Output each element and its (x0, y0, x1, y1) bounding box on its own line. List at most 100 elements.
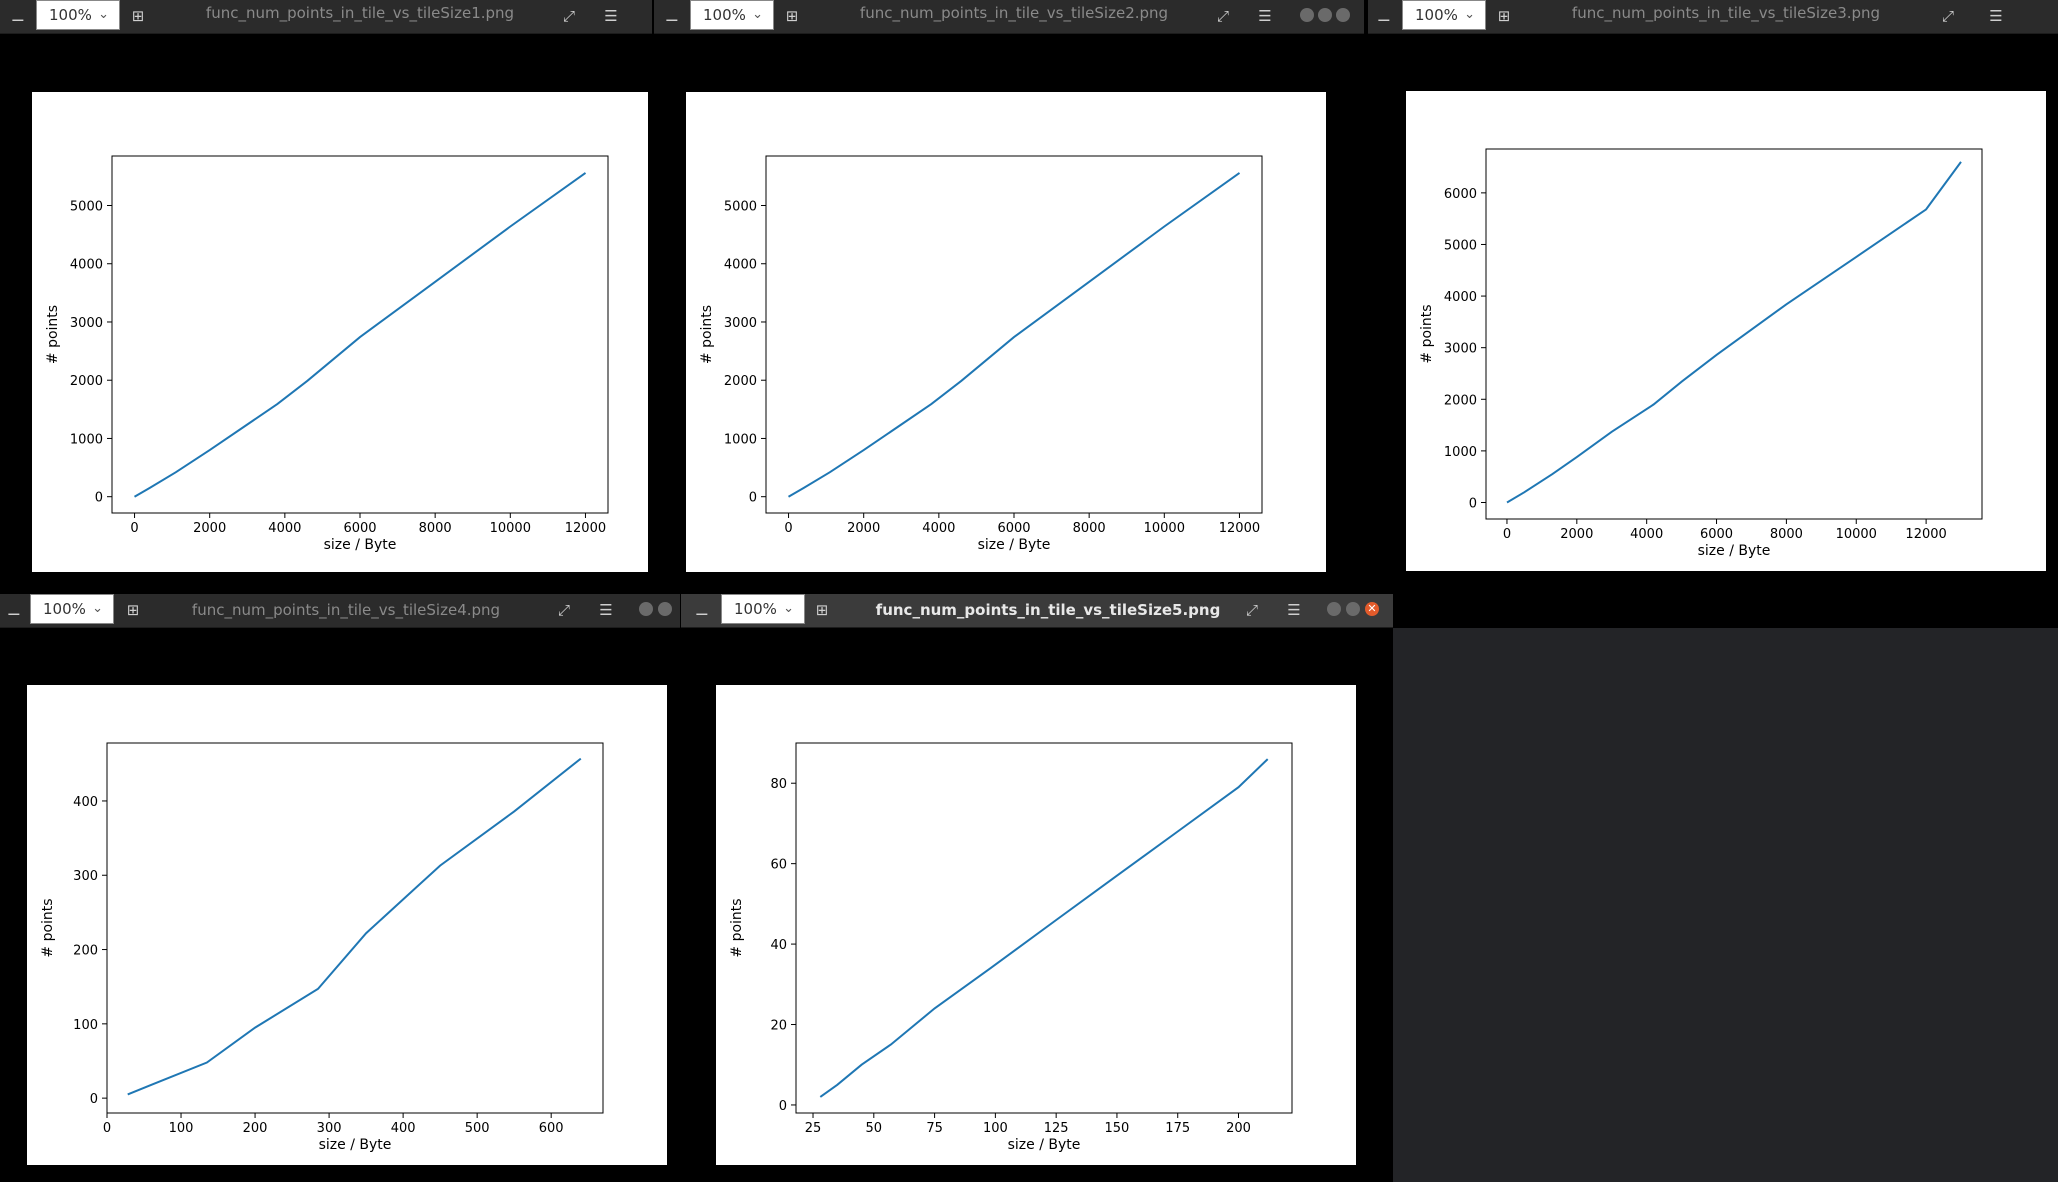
window-title: func_num_points_in_tile_vs_tileSize1.png (205, 4, 515, 22)
x-axis-label: size / Byte (978, 537, 1051, 553)
image-viewer-window-4[interactable]: ⚊ 100% ⌄ ⊞ func_num_points_in_tile_vs_ti… (0, 594, 680, 1182)
x-tick-label: 8000 (1770, 527, 1803, 542)
x-tick-label: 10000 (490, 521, 531, 536)
x-tick-label: 10000 (1144, 521, 1185, 536)
window-titlebar[interactable]: ⚊ 100% ⌄ ⊞ func_num_points_in_tile_vs_ti… (1368, 0, 2058, 34)
x-tick-label: 500 (465, 1121, 490, 1136)
fullscreen-expand-icon[interactable]: ⤢ (1216, 7, 1229, 25)
minimize-icon[interactable] (1327, 602, 1341, 616)
x-tick-label: 0 (130, 521, 138, 536)
zoom-in-button[interactable]: ⊞ (1497, 7, 1511, 25)
y-axis-label: # points (45, 305, 61, 364)
y-tick-label: 4000 (724, 258, 757, 273)
chevron-down-icon: ⌄ (92, 601, 103, 616)
x-tick-label: 6000 (997, 521, 1030, 536)
zoom-out-button[interactable]: ⚊ (695, 601, 709, 619)
zoom-level-select[interactable]: 100% ⌄ (36, 0, 120, 30)
x-tick-label: 125 (1044, 1121, 1069, 1136)
image-viewer-window-1[interactable]: ⚊ 100% ⌄ ⊞ func_num_points_in_tile_vs_ti… (0, 0, 652, 589)
zoom-level-value: 100% (734, 600, 777, 618)
x-tick-label: 8000 (419, 521, 452, 536)
maximize-icon[interactable] (658, 602, 672, 616)
zoom-in-button[interactable]: ⊞ (815, 601, 829, 619)
zoom-out-button[interactable]: ⚊ (1377, 7, 1391, 25)
y-tick-label: 6000 (1444, 187, 1477, 202)
fullscreen-expand-icon[interactable]: ⤢ (557, 601, 570, 619)
image-canvas: 0 2000 4000 6000 8000 10000 12000 0 1000 2000 3000… (1368, 34, 2058, 589)
minimize-icon[interactable] (639, 602, 653, 616)
zoom-in-button[interactable]: ⊞ (785, 7, 799, 25)
fullscreen-expand-icon[interactable]: ⤢ (1941, 7, 1954, 25)
plot-image: 25 50 75 100 125 150 175 200 0 20 40 60 80 size / Byt… (716, 685, 1356, 1165)
y-tick-label: 20 (770, 1019, 787, 1034)
y-tick-label: 80 (770, 777, 787, 792)
y-tick-label: 2000 (1444, 393, 1477, 408)
image-viewer-window-5[interactable]: ⚊ 100% ⌄ ⊞ func_num_points_in_tile_vs_ti… (681, 594, 1393, 1182)
hamburger-menu-icon[interactable]: ☰ (599, 601, 613, 619)
window-title: func_num_points_in_tile_vs_tileSize4.png (191, 601, 501, 619)
zoom-level-value: 100% (703, 6, 746, 24)
image-viewer-window-2[interactable]: ⚊ 100% ⌄ ⊞ func_num_points_in_tile_vs_ti… (654, 0, 1364, 589)
series-line (1506, 161, 1962, 504)
hamburger-menu-icon[interactable]: ☰ (1989, 7, 2003, 25)
image-canvas: 25 50 75 100 125 150 175 200 0 20 40 60 80 size / Byt… (681, 628, 1393, 1182)
plot-frame (1485, 148, 1983, 520)
x-tick-label: 25 (805, 1121, 822, 1136)
hamburger-menu-icon[interactable]: ☰ (604, 7, 618, 25)
window-title: func_num_points_in_tile_vs_tileSize2.png (859, 4, 1169, 22)
y-axis-label: # points (699, 305, 715, 364)
x-tick-label: 100 (983, 1121, 1008, 1136)
series-line (134, 172, 587, 498)
y-tick-label: 3000 (724, 316, 757, 331)
y-axis-label: # points (729, 898, 745, 957)
zoom-out-button[interactable]: ⚊ (665, 7, 679, 25)
window-titlebar[interactable]: ⚊ 100% ⌄ ⊞ func_num_points_in_tile_vs_ti… (0, 0, 652, 34)
window-titlebar[interactable]: ⚊ 100% ⌄ ⊞ func_num_points_in_tile_vs_ti… (654, 0, 1364, 34)
x-tick-label: 100 (169, 1121, 194, 1136)
fullscreen-expand-icon[interactable]: ⤢ (1245, 601, 1258, 619)
line-chart: 0 2000 4000 6000 8000 10000 12000 0 1000 2000 3000… (45, 155, 609, 553)
close-icon[interactable]: ✕ (1365, 602, 1379, 616)
zoom-in-button[interactable]: ⊞ (131, 7, 145, 25)
maximize-icon[interactable] (1318, 8, 1332, 22)
image-viewer-window-3[interactable]: ⚊ 100% ⌄ ⊞ func_num_points_in_tile_vs_ti… (1368, 0, 2058, 589)
y-tick-label: 5000 (70, 200, 103, 215)
line-chart: 25 50 75 100 125 150 175 200 0 20 40 60 80 size / Byt… (729, 742, 1293, 1153)
zoom-level-select[interactable]: 100% ⌄ (1402, 0, 1486, 30)
plot-frame (106, 742, 604, 1114)
x-tick-label: 0 (1503, 527, 1511, 542)
x-tick-label: 0 (103, 1121, 111, 1136)
chevron-down-icon: ⌄ (1464, 7, 1475, 22)
chevron-down-icon: ⌄ (783, 601, 794, 616)
x-tick-label: 6000 (1700, 527, 1733, 542)
close-icon[interactable] (1336, 8, 1350, 22)
y-tick-label: 1000 (724, 432, 757, 447)
zoom-in-button[interactable]: ⊞ (126, 601, 140, 619)
zoom-level-select[interactable]: 100% ⌄ (30, 594, 114, 624)
y-tick-label: 100 (73, 1018, 98, 1033)
minimize-icon[interactable] (1300, 8, 1314, 22)
y-tick-label: 5000 (1444, 238, 1477, 253)
hamburger-menu-icon[interactable]: ☰ (1258, 7, 1272, 25)
hamburger-menu-icon[interactable]: ☰ (1287, 601, 1301, 619)
y-axis-label: # points (1419, 304, 1435, 363)
y-axis-label: # points (40, 898, 56, 957)
image-canvas: 0 100 200 300 400 500 600 0 100 200 300 400 size / B… (0, 628, 680, 1182)
x-tick-label: 2000 (847, 521, 880, 536)
x-tick-label: 8000 (1073, 521, 1106, 536)
image-canvas: 0 2000 4000 6000 8000 10000 12000 0 1000 2000 3000… (654, 34, 1364, 589)
desktop-background (1393, 628, 2058, 1182)
zoom-level-select[interactable]: 100% ⌄ (690, 0, 774, 30)
zoom-out-button[interactable]: ⚊ (7, 601, 21, 619)
y-tick-label: 60 (770, 858, 787, 873)
maximize-icon[interactable] (1346, 602, 1360, 616)
window-titlebar[interactable]: ⚊ 100% ⌄ ⊞ func_num_points_in_tile_vs_ti… (681, 594, 1393, 628)
x-tick-label: 200 (1226, 1121, 1251, 1136)
y-tick-label: 3000 (1444, 342, 1477, 357)
zoom-level-select[interactable]: 100% ⌄ (721, 594, 805, 624)
zoom-out-button[interactable]: ⚊ (11, 7, 25, 25)
fullscreen-expand-icon[interactable]: ⤢ (562, 7, 575, 25)
x-tick-label: 12000 (565, 521, 606, 536)
y-tick-label: 40 (770, 938, 787, 953)
window-titlebar[interactable]: ⚊ 100% ⌄ ⊞ func_num_points_in_tile_vs_ti… (0, 594, 680, 628)
